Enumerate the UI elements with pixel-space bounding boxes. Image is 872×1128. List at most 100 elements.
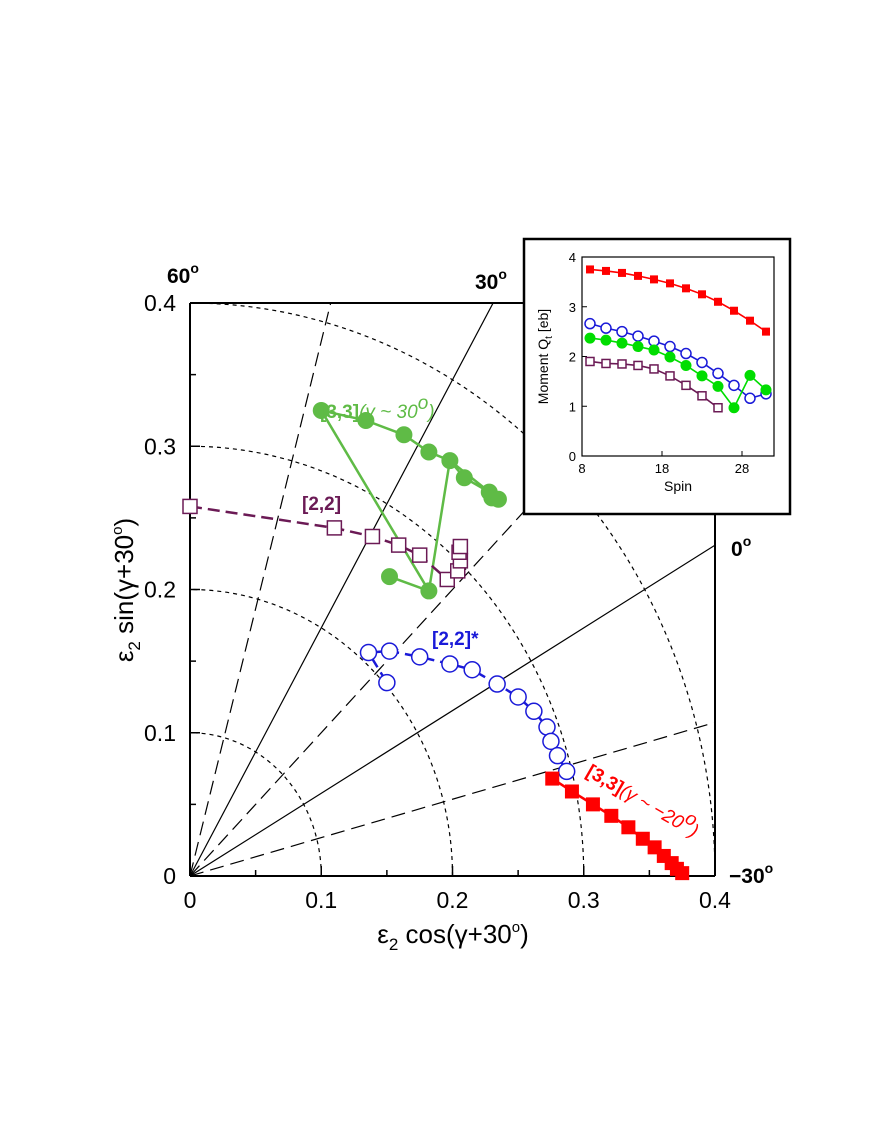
series-annotation-close: ) [426,402,434,423]
data-point [441,655,459,673]
data-point [585,797,600,812]
series-name: [2,2] [302,494,341,515]
y-axis-title: ε2 sin(γ+30o) [109,518,144,662]
y-tick-label: 0.2 [144,577,176,603]
solid-ray-60 [190,303,494,876]
inset-data-point [650,275,658,284]
inset-data-point [584,317,596,330]
inset-data-point [713,402,723,413]
x-tick-label: 0.2 [437,887,469,913]
inset-chart: 0 1 2 3 4 8 18 28 Spin Moment Qt [eb] [522,237,792,516]
gamma-sup: o [498,266,507,282]
dashed-ray-15 [190,721,715,876]
series-label: [3,3](γ ~ −20o) [583,753,707,842]
axis-title-part: ) [520,919,529,949]
data-point [545,771,560,786]
gamma-label: 60o [167,260,199,288]
inset-labels: 0 1 2 3 4 8 18 28 Spin Moment Qt [eb] [535,250,749,494]
data-point [538,718,556,736]
inset-data-point [746,316,754,325]
inset-data-point [632,330,644,342]
series-label: [2,2] [302,494,341,515]
inset-data-point [696,356,708,369]
inset-data-point [618,268,626,277]
y-tick-label: 0.4 [144,290,176,316]
data-point [359,643,378,662]
data-point [548,746,567,765]
axis-title-part: ε [377,919,389,949]
data-point [395,426,413,444]
y-tick-label: 0.1 [144,720,176,746]
inset-data-point [664,351,676,363]
dashed-ray-75 [190,303,332,876]
inset-data-point [760,384,772,396]
inset-y-title-main: Moment Q [535,339,551,404]
inset-data-point [696,370,708,382]
inset-data-point [634,271,642,280]
inset-data-point [744,392,756,405]
axis-title-sup: o [512,919,520,936]
inset-y-title-unit: [eb] [535,309,551,336]
inset-y-tick-label: 2 [569,350,576,365]
inset-data-point [664,340,676,353]
inset-data-point [616,325,628,338]
inset-y-tick-label: 0 [569,449,576,464]
inset-x-title: Spin [664,478,692,494]
series-annotation-sup: o [418,393,429,414]
series-name: [3,3] [320,402,359,423]
inset-y-tick-label: 4 [569,250,576,265]
data-point [557,762,576,781]
gamma-value: 0 [731,538,743,561]
inset-y-title-sub: t [544,336,555,339]
inset-data-point [633,360,643,371]
data-point [378,673,396,692]
inset-data-point [648,344,660,356]
data-point [441,452,459,470]
inset-data-point [665,371,675,381]
inset-series-0 [586,265,770,336]
data-point [621,820,636,835]
series-name: [2,2]* [432,629,479,650]
inset-data-point [632,341,644,353]
inset-data-point [680,347,692,360]
inset-data-point [762,327,770,336]
inset-data-point [586,265,594,274]
inset-data-point [585,356,595,367]
inset-data-point [712,367,724,380]
main-axes [189,302,716,877]
solid-ray-30 [190,544,715,876]
polar-arc-2 [190,588,454,876]
data-point [489,490,507,508]
data-point [635,831,650,846]
inset-x-tick-label: 8 [578,461,585,476]
data-point [420,582,438,600]
series-line [189,505,462,582]
inset-data-point [649,364,659,374]
data-point [564,784,579,799]
x-tick-label: 0.4 [699,887,731,913]
data-point [326,520,343,536]
inset-data-point [666,279,674,288]
gamma-label: 0o [731,533,751,561]
data-point [675,866,690,881]
series-2 [359,642,576,781]
series-label: [3,3](γ ~ 30o) [320,393,435,423]
inset-data-point [681,380,691,391]
inset-y-tick-label: 3 [569,300,576,315]
series-3 [545,771,690,881]
data-point [380,642,399,660]
inset-x-tick-label: 28 [735,461,749,476]
axis-title-part: ε [109,650,139,662]
dashed-ray-45 [190,303,715,876]
gamma-value: 30 [475,271,498,294]
data-point [463,660,481,679]
inset-series-3 [585,356,723,413]
data-point [542,732,560,751]
main-polar-guides [190,303,715,876]
gamma-label: −30o [729,860,773,888]
data-point [525,702,543,721]
inset-data-point [616,337,628,349]
data-point [411,547,428,563]
inset-y-title: Moment Qt [eb] [535,309,555,404]
axis-title-part: cos(γ+30 [398,919,511,949]
